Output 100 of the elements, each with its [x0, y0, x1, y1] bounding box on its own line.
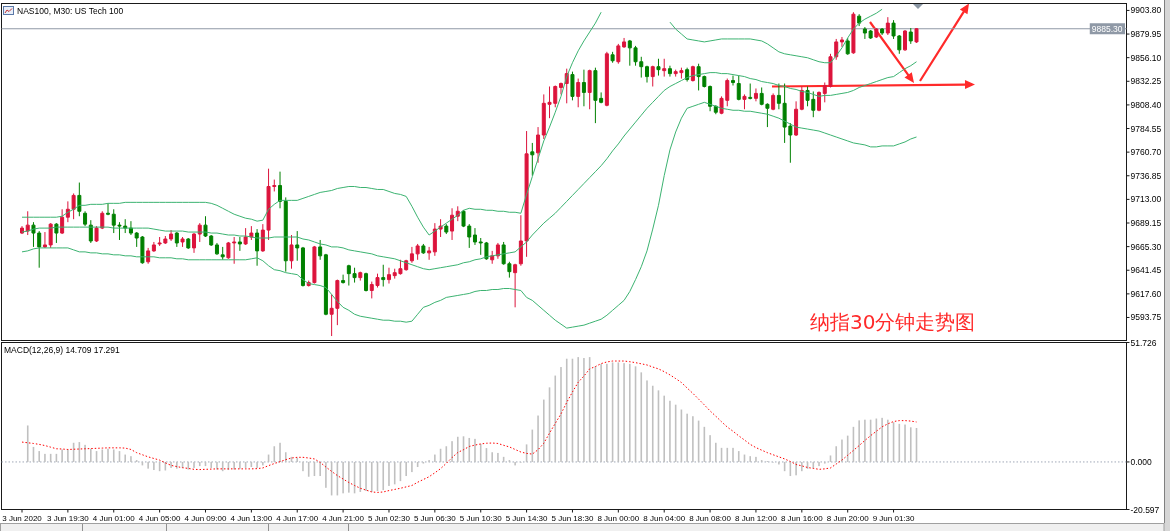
candlestick: [358, 271, 363, 282]
candlestick: [381, 264, 386, 288]
candlestick: [662, 58, 667, 78]
candlestick: [536, 126, 541, 164]
x-tick-label: 4 Jun 17:00: [276, 513, 319, 522]
candlestick: [42, 231, 47, 249]
x-tick-label: 4 Jun 01:00: [92, 513, 136, 522]
candlestick: [323, 253, 328, 316]
candlestick: [192, 232, 197, 254]
candlestick: [576, 78, 581, 108]
candlestick: [220, 246, 225, 261]
candlestick: [341, 274, 346, 285]
candlestick: [851, 11, 856, 55]
candlestick: [656, 58, 661, 77]
y-tick-label: 9784.55: [1130, 123, 1162, 134]
x-tick-label: 9 Jun 01:30: [872, 513, 916, 522]
candlestick: [432, 222, 437, 257]
candlestick: [472, 227, 477, 246]
y-tick-label: 9760.70: [1130, 147, 1162, 158]
x-tick-label: 4 Jun 09:00: [184, 513, 227, 522]
candlestick: [616, 43, 621, 65]
candlestick: [450, 207, 455, 241]
annotation: 纳指30分钟走势图: [810, 310, 976, 334]
x-tick-label: 4 Jun 21:00: [322, 513, 365, 522]
candlestick: [237, 236, 242, 252]
x-tick-label: 4 Jun 05:00: [138, 513, 182, 522]
candlestick: [214, 242, 219, 256]
candlestick: [289, 234, 294, 270]
candlestick: [318, 239, 323, 261]
candlestick: [77, 182, 82, 217]
candlestick: [530, 142, 535, 177]
y-tick-label: 9808.40: [1130, 99, 1162, 110]
candlestick: [490, 250, 495, 265]
candlestick: [604, 51, 609, 107]
candlestick: [880, 27, 885, 36]
chart-title: MACD(12,26,9) 14.709 17.291: [4, 345, 121, 355]
y-tick-label: 9856.10: [1130, 52, 1162, 63]
x-tick-label: 5 Jun 18:30: [551, 513, 594, 522]
candlestick: [255, 228, 260, 267]
candlestick: [610, 51, 615, 64]
candlestick: [513, 263, 518, 308]
x-tick-label: 4 Jun 13:00: [230, 513, 273, 522]
x-tick-label: 8 Jun 12:00: [735, 513, 778, 522]
candlestick: [106, 202, 111, 216]
candlestick: [690, 65, 695, 83]
candlestick: [386, 267, 391, 285]
ref-line-label: 9885.30: [1091, 23, 1123, 34]
chart-title: NAS100, M30: US Tech 100: [17, 6, 124, 16]
y-tick-label: 9593.75: [1130, 312, 1162, 323]
candlestick: [146, 247, 151, 265]
candlestick: [180, 236, 185, 248]
candlestick: [83, 210, 88, 227]
line-series: [21, 61, 917, 271]
candlestick: [174, 231, 179, 248]
candlestick: [914, 27, 919, 44]
x-tick-label: 8 Jun 00:00: [597, 513, 640, 522]
y-tick-label: 9617.60: [1130, 288, 1162, 299]
candlestick: [845, 37, 850, 56]
x-tick-label: 8 Jun 08:00: [689, 513, 732, 522]
x-tick-label: 5 Jun 06:30: [413, 513, 457, 522]
x-tick-label: 5 Jun 10:30: [459, 513, 503, 522]
y-tick-label: 9903.80: [1130, 5, 1162, 16]
candlestick: [427, 246, 432, 261]
candlestick: [421, 243, 426, 255]
candlestick: [295, 230, 300, 262]
candlestick: [908, 27, 913, 45]
candlestick: [874, 27, 879, 39]
candlestick: [771, 92, 776, 111]
y-tick-label: 9713.00: [1130, 194, 1162, 205]
y-tick-label: 51.726: [1130, 337, 1157, 348]
candlestick: [645, 65, 649, 84]
x-tick-label: 3 Jun 19:30: [46, 513, 90, 522]
x-tick-label: 8 Jun 16:00: [780, 513, 824, 522]
candlestick: [587, 69, 592, 110]
line-series: [21, 360, 917, 493]
x-tick-label: 8 Jun 04:00: [643, 513, 686, 522]
candlestick: [708, 85, 713, 112]
candlestick: [581, 69, 586, 107]
candlestick: [817, 90, 822, 112]
y-tick-label: 9736.85: [1130, 170, 1162, 181]
candlestick: [650, 65, 655, 87]
candlestick: [283, 196, 288, 273]
candlestick: [799, 85, 804, 111]
candlestick: [885, 16, 890, 36]
y-tick-label: 0.000: [1130, 456, 1153, 467]
candlestick: [25, 210, 30, 236]
candlestick: [300, 246, 305, 288]
candlestick: [570, 71, 575, 101]
x-tick-label: 3 Jun 2020: [2, 513, 43, 522]
candlestick: [753, 87, 758, 102]
candlestick: [444, 223, 449, 235]
candlestick: [742, 93, 747, 110]
candlestick: [748, 83, 753, 100]
candlestick: [622, 37, 627, 49]
candlestick: [736, 75, 741, 101]
candlestick: [903, 29, 908, 52]
y-tick-label: 9832.25: [1130, 76, 1162, 87]
y-tick-label: 9689.15: [1130, 218, 1162, 228]
y-tick-label: 9641.45: [1130, 265, 1162, 276]
candlestick: [731, 75, 736, 86]
